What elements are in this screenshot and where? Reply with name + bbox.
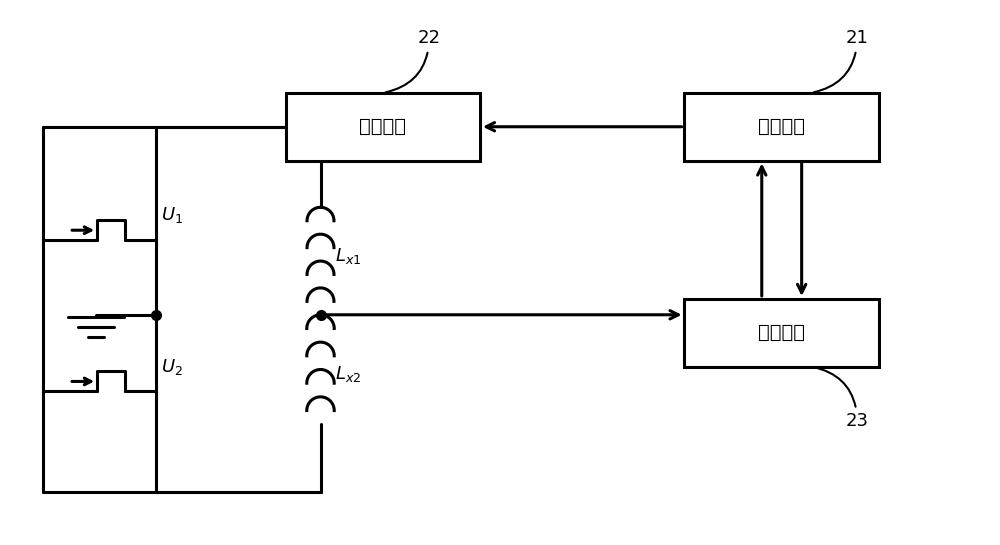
Bar <box>684 299 879 367</box>
Text: $L_{x2}$: $L_{x2}$ <box>335 365 362 384</box>
Text: $L_{x1}$: $L_{x1}$ <box>335 246 362 266</box>
Text: $U_2$: $U_2$ <box>161 356 183 377</box>
Text: 采样单元: 采样单元 <box>758 323 805 342</box>
Text: 主控单元: 主控单元 <box>758 117 805 136</box>
Text: 驱动单元: 驱动单元 <box>359 117 406 136</box>
Text: 22: 22 <box>386 29 441 92</box>
Bar <box>684 93 879 161</box>
Text: 23: 23 <box>814 367 869 430</box>
Bar <box>286 93 480 161</box>
Text: $U_1$: $U_1$ <box>161 205 183 225</box>
Text: 21: 21 <box>814 29 869 92</box>
